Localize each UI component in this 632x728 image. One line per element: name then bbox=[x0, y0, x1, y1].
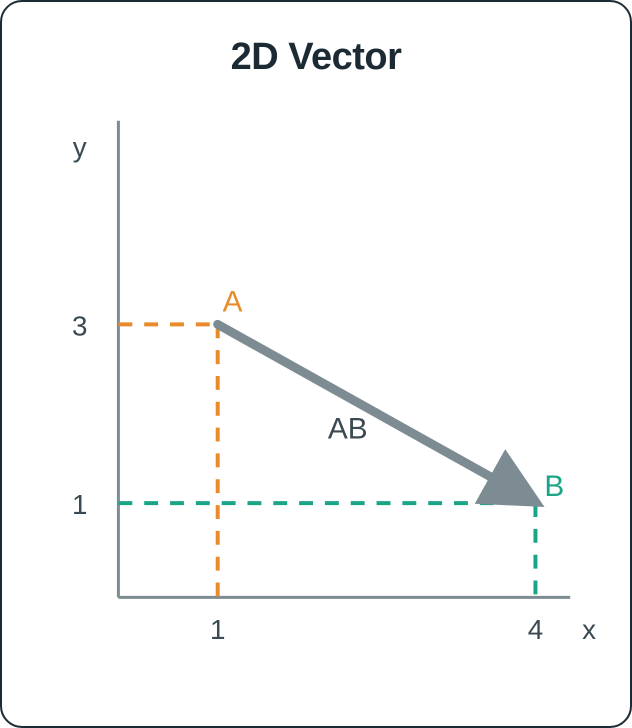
plot-area: A B AB 3 1 1 4 y x bbox=[34, 79, 598, 669]
point-a-label: A bbox=[223, 285, 243, 318]
vector-ab bbox=[218, 324, 531, 499]
diagram-title: 2D Vector bbox=[34, 36, 598, 79]
vector-ab-label: AB bbox=[328, 413, 368, 446]
x-tick-1: 1 bbox=[210, 614, 225, 645]
diagram-card: 2D Vector A B AB 3 1 bbox=[0, 0, 632, 728]
y-tick-1: 1 bbox=[72, 489, 87, 520]
y-tick-3: 3 bbox=[72, 310, 87, 341]
point-b-label: B bbox=[544, 470, 564, 503]
y-axis-label: y bbox=[73, 132, 87, 163]
x-tick-4: 4 bbox=[528, 614, 543, 645]
vector-plot: A B AB 3 1 1 4 y x bbox=[34, 79, 598, 669]
x-axis-label: x bbox=[582, 614, 596, 645]
